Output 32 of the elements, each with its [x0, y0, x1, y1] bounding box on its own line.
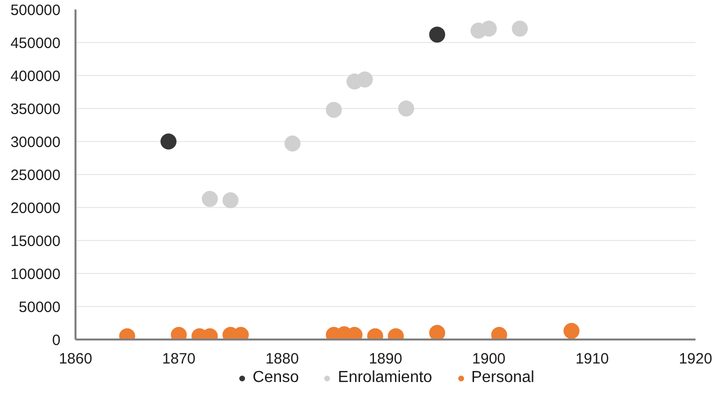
point	[202, 190, 218, 207]
point	[480, 20, 497, 37]
y-tick-label: 400000	[10, 68, 61, 85]
y-tick-label: 100000	[10, 266, 61, 283]
y-tick-label: 50000	[18, 299, 61, 316]
x-tick-label: 1880	[265, 350, 299, 368]
point	[429, 26, 446, 43]
x-tick-label: 1870	[162, 350, 196, 368]
x-tick-label: 1920	[678, 350, 712, 368]
x-tick-label: 1860	[58, 350, 92, 368]
x-tick-label: 1890	[368, 350, 402, 368]
y-tick-label: 300000	[10, 134, 61, 151]
point	[284, 135, 300, 152]
y-tick-label: 0	[52, 332, 60, 349]
legend-label: Enrolamiento	[338, 369, 432, 387]
y-tick-label: 150000	[10, 233, 61, 250]
y-tick-label: 250000	[10, 167, 61, 184]
legend-label: Personal	[471, 369, 534, 387]
y-tick-label: 450000	[10, 35, 61, 52]
x-tick-label: 1910	[575, 350, 609, 368]
point	[398, 100, 414, 116]
point	[429, 324, 446, 340]
point	[326, 102, 342, 118]
x-tick-label: 1900	[472, 350, 506, 368]
y-tick-label: 500000	[10, 2, 61, 19]
y-tick-label: 350000	[10, 101, 61, 118]
legend-label: Censo	[252, 369, 299, 387]
point	[512, 20, 528, 37]
point	[222, 192, 238, 208]
point	[160, 134, 176, 150]
y-tick-label: 200000	[10, 200, 61, 217]
point	[356, 71, 373, 88]
